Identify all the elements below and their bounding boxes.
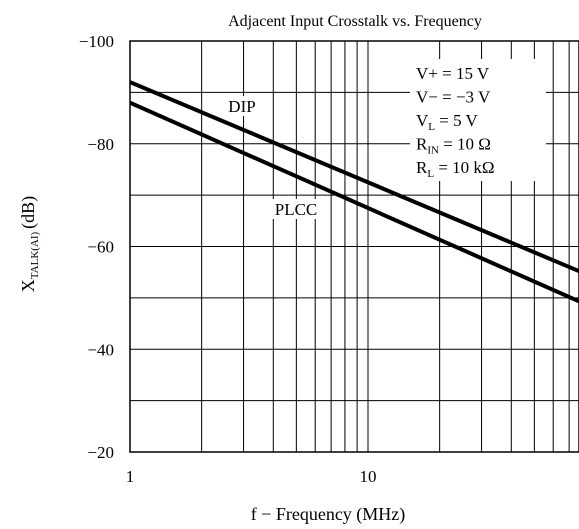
condition-main: V− = −3 V — [416, 88, 491, 107]
series-lines: DIP PLCC — [130, 80, 579, 304]
y-tick-label: −60 — [87, 238, 114, 257]
y-tick-label: −40 — [87, 340, 114, 359]
condition-subscript: L — [428, 121, 435, 133]
condition-rest: = 10 kΩ — [434, 158, 494, 177]
condition-rest: = 10 Ω — [439, 135, 491, 154]
y-tick-label: −100 — [79, 32, 114, 51]
series-line-dip — [130, 80, 579, 274]
conditions-background — [410, 59, 546, 181]
condition-main: R — [416, 135, 428, 154]
y-axis-label: XTALK(AI) (dB) — [18, 196, 41, 292]
condition-line: VL = 5 V — [416, 111, 479, 133]
y-tick-label: −80 — [87, 135, 114, 154]
series-label-background — [272, 199, 320, 219]
condition-main: V — [416, 111, 429, 130]
condition-subscript: L — [427, 168, 434, 180]
condition-line: RL = 10 kΩ — [416, 158, 495, 180]
condition-line: V+ = 15 V — [416, 64, 490, 83]
y-axis-label-main: X — [18, 279, 38, 292]
series-line-plcc — [130, 100, 579, 304]
condition-subscript: IN — [427, 145, 439, 157]
x-tick-label: 1 — [126, 467, 135, 486]
chart-title: Adjacent Input Crosstalk vs. Frequency — [228, 13, 482, 30]
y-tick-label: −20 — [87, 443, 114, 462]
series-label-plcc: PLCC — [275, 200, 318, 219]
x-tick-label: 10 — [360, 467, 377, 486]
plot-frame — [129, 40, 579, 453]
series-label-background — [218, 96, 266, 116]
condition-line: RIN = 10 Ω — [416, 135, 491, 157]
x-axis-label: f − Frequency (MHz) — [251, 504, 406, 525]
condition-line: V− = −3 V — [416, 88, 491, 107]
condition-main: V+ = 15 V — [416, 64, 490, 83]
series-label-dip: DIP — [228, 97, 255, 116]
text-layer: Adjacent Input Crosstalk vs. Frequency f… — [18, 13, 482, 525]
condition-rest: = 5 V — [435, 111, 479, 130]
y-axis-label-unit: (dB) — [18, 196, 39, 229]
condition-main: R — [416, 158, 428, 177]
y-axis-label-sub: TALK(AI) — [29, 231, 41, 279]
